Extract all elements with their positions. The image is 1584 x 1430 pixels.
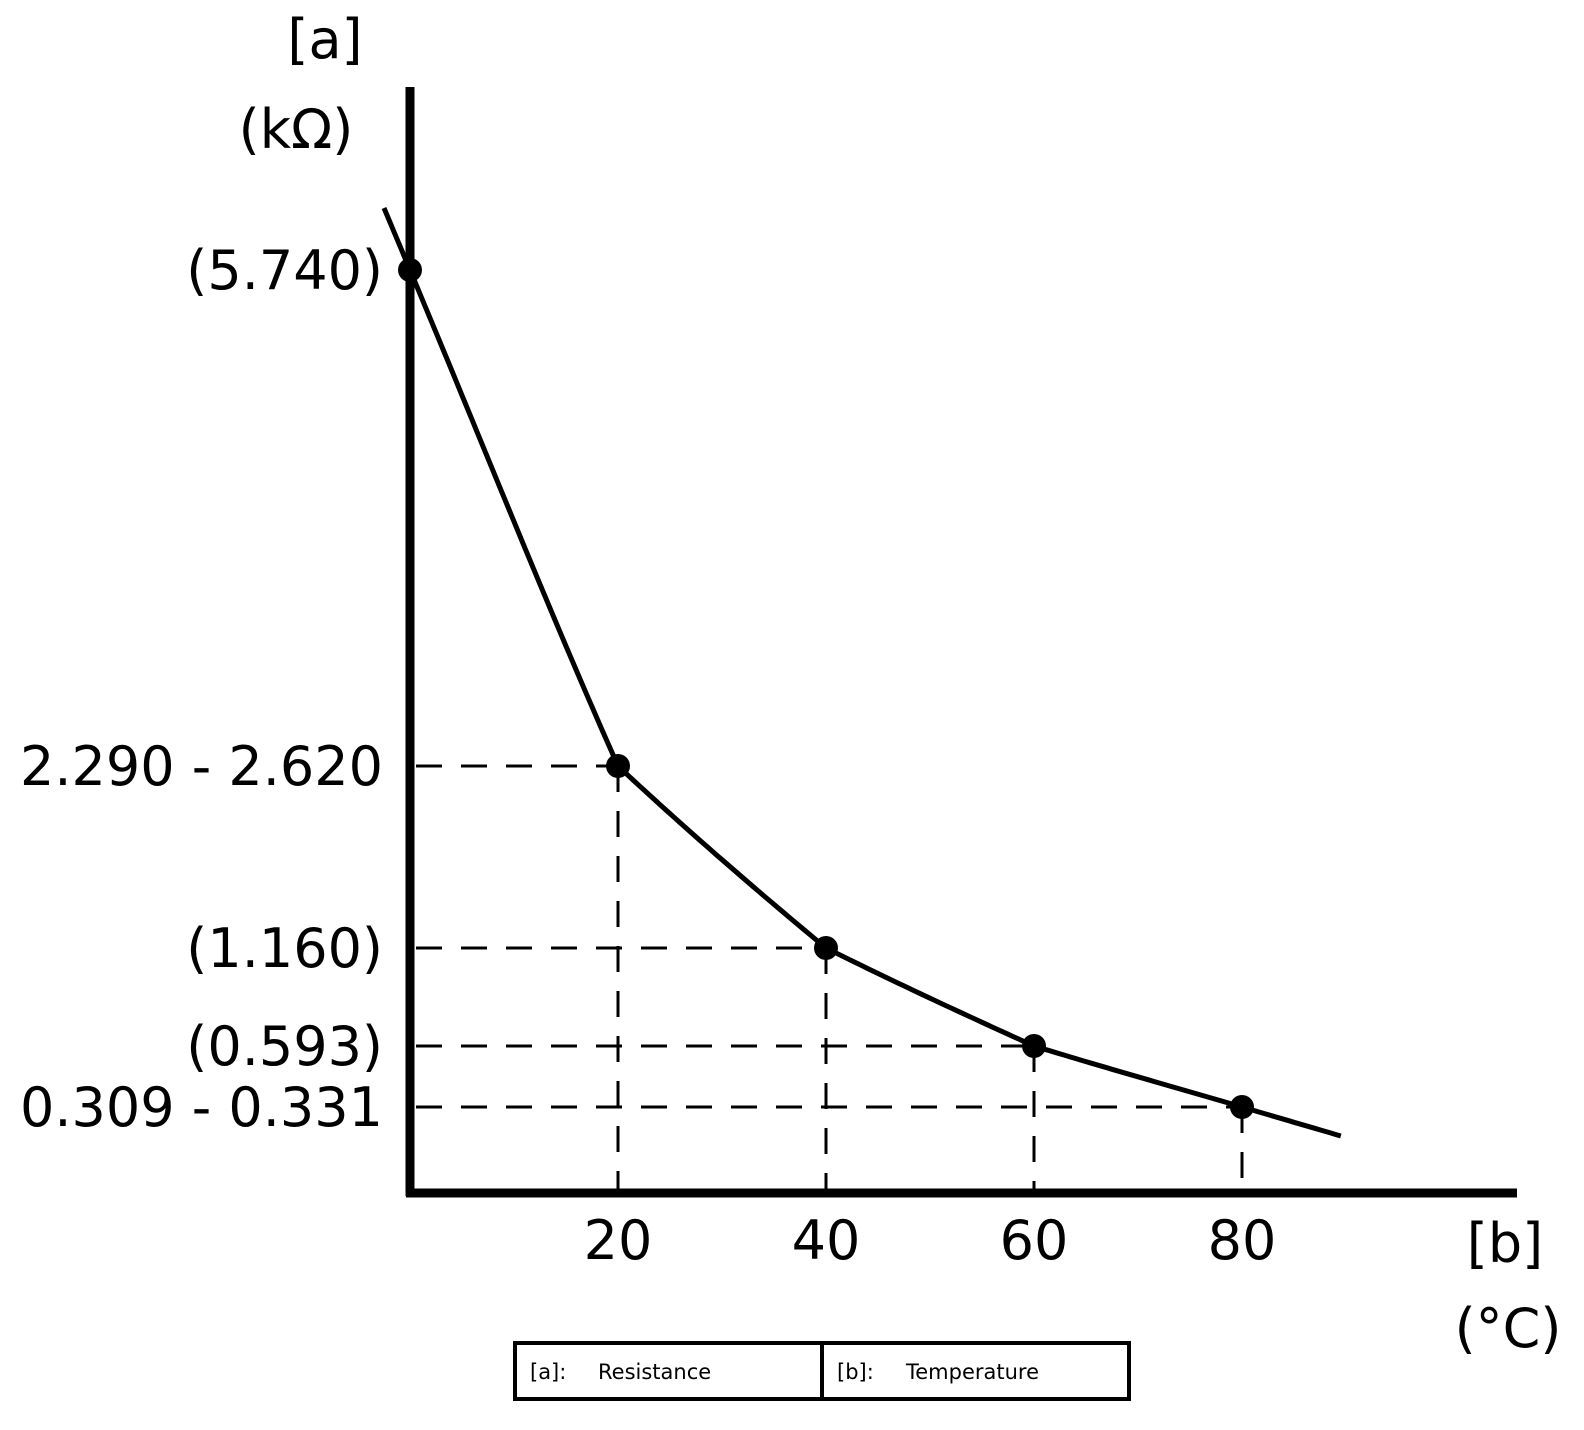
data-point-4 <box>1230 1095 1254 1119</box>
resistance-curve <box>381 207 1342 1139</box>
x-tick-label-2: 60 <box>1000 1209 1069 1272</box>
x-tick-label-3: 80 <box>1208 1209 1277 1272</box>
data-point-2 <box>814 936 838 960</box>
x-axis-unit: (°C) <box>1455 1297 1562 1360</box>
y-value-label-2: (1.160) <box>186 917 383 980</box>
y-value-label-3: (0.593) <box>186 1015 383 1078</box>
x-tick-labels: 20 40 60 80 <box>584 1209 1277 1272</box>
data-points <box>398 258 1254 1119</box>
guide-lines <box>416 764 1244 1189</box>
data-point-1 <box>606 754 630 778</box>
data-point-3 <box>1022 1034 1046 1058</box>
x-tick-label-0: 20 <box>584 1209 653 1272</box>
legend-key-a: [a]: <box>530 1360 566 1384</box>
y-value-label-0: (5.740) <box>186 239 383 302</box>
legend-text-temperature: Temperature <box>905 1360 1039 1384</box>
legend: [a]: Resistance [b]: Temperature <box>513 1341 1131 1401</box>
y-value-label-1: 2.290 - 2.620 <box>20 735 383 798</box>
y-tick-labels: (5.740) 2.290 - 2.620 (1.160) (0.593)0.309 … <box>20 239 383 1139</box>
x-axis-label: [b] <box>1467 1212 1543 1275</box>
y-axis-unit: (kΩ) <box>239 98 354 161</box>
legend-key-b: [b]: <box>837 1360 874 1384</box>
x-tick-label-1: 40 <box>792 1209 861 1272</box>
legend-text-resistance: Resistance <box>598 1360 711 1384</box>
y-value-label-4: 0.309 - 0.331 <box>20 1076 383 1139</box>
y-axis-label: [a] <box>287 8 362 71</box>
